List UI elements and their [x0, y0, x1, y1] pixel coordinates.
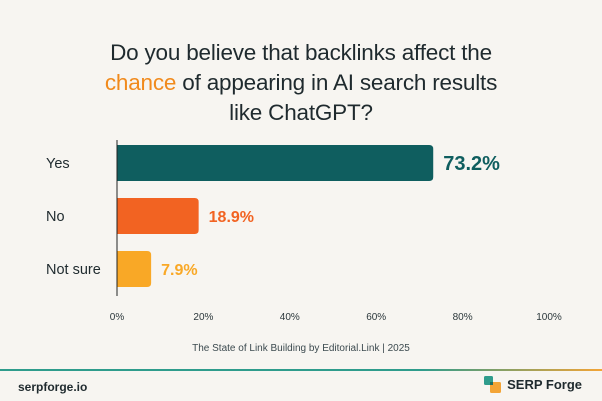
footer-divider [0, 369, 602, 371]
title-line-2-rest: of appearing in AI search results [176, 70, 498, 95]
bar-not-sure [117, 251, 152, 287]
bar-yes [117, 145, 434, 181]
title-line-3: like ChatGPT? [229, 100, 373, 125]
x-tick-label: 20% [193, 312, 213, 323]
value-label-yes: 73.2% [443, 153, 500, 175]
brand-name: SERP Forge [507, 377, 582, 392]
chart-title: Do you believe that backlinks affect the… [0, 38, 602, 128]
title-highlight: chance [104, 70, 177, 95]
x-tick-label: 0% [110, 312, 125, 323]
value-label-no: 18.9% [209, 209, 254, 226]
footer-website[interactable]: serpforge.io [18, 380, 88, 394]
x-tick-label: 80% [453, 312, 473, 323]
bar-chart: Yes 73.2% No 18.9% Not sure 7.9% 0% 20% 40% 60% 8… [46, 140, 562, 323]
category-label-no: No [46, 209, 65, 225]
bar-no [117, 198, 199, 234]
title-line-1: Do you believe that backlinks affect the [110, 40, 492, 65]
x-tick-label: 40% [280, 312, 300, 323]
x-tick-label: 60% [366, 312, 386, 323]
value-label-not-sure: 7.9% [161, 262, 197, 279]
x-tick-label: 100% [536, 312, 562, 323]
source-note: The State of Link Building by Editorial.… [192, 343, 410, 354]
footer-brand: SERP Forge [484, 376, 582, 393]
title-line-2: chance of appearing in AI search results [0, 68, 602, 98]
category-label-not-sure: Not sure [46, 262, 101, 278]
serp-forge-logo-icon [484, 376, 502, 393]
category-label-yes: Yes [46, 156, 70, 172]
